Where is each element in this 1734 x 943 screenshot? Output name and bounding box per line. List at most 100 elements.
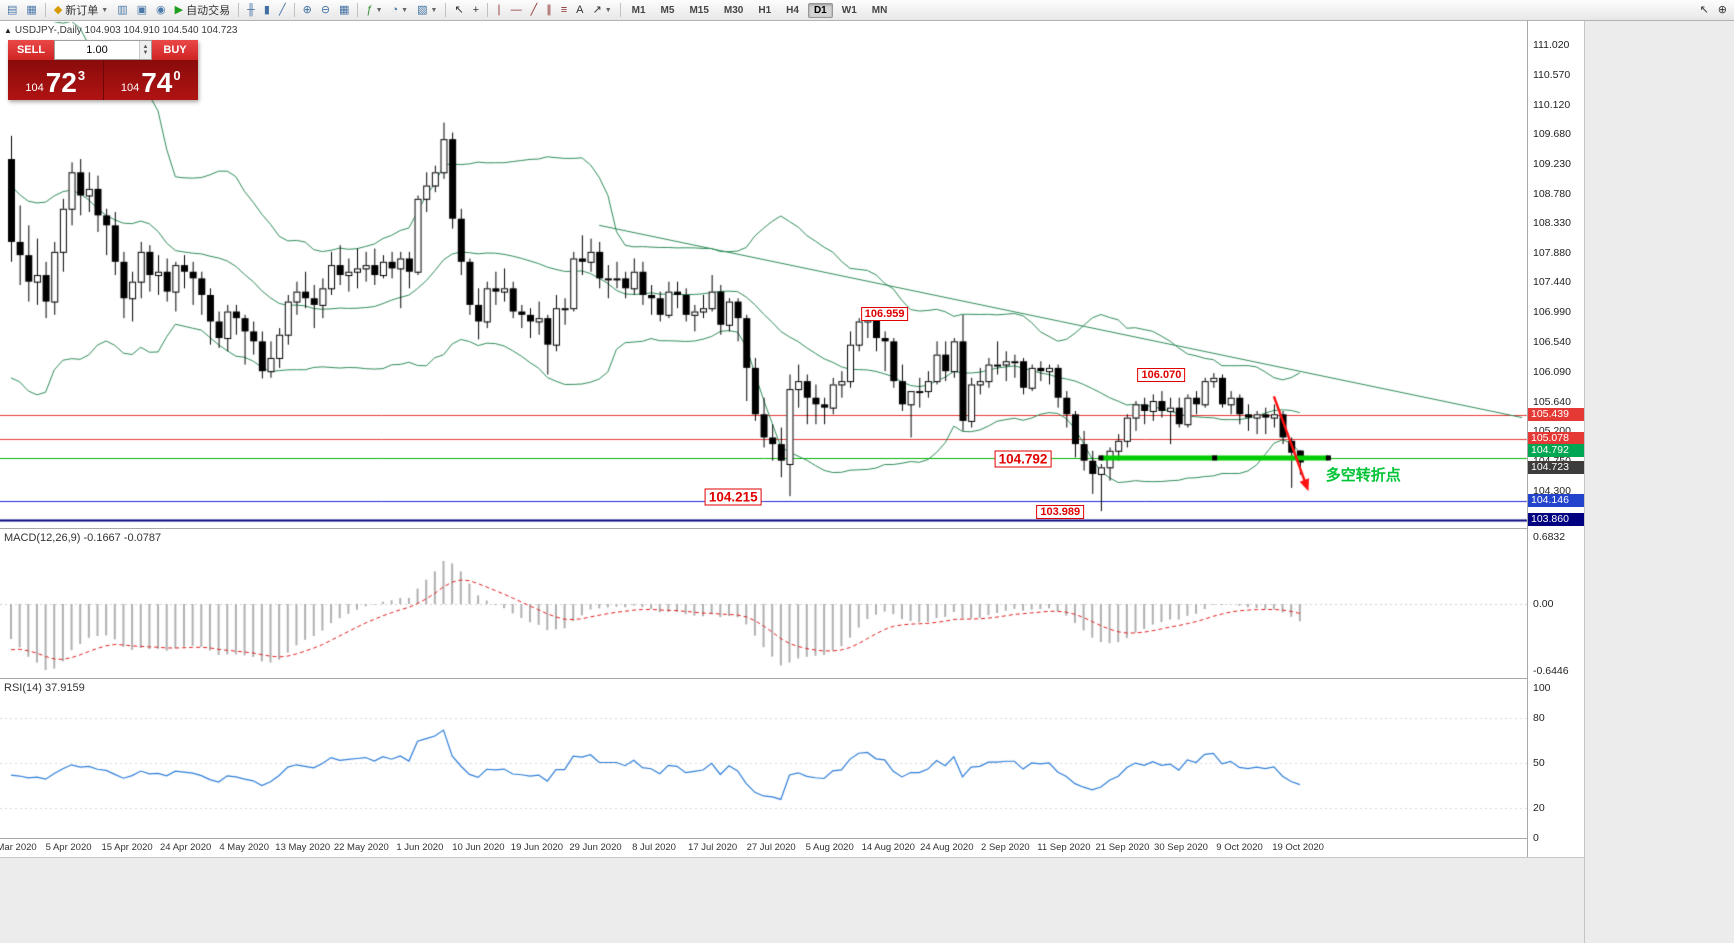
line-chart-icon[interactable]: ╱: [275, 1, 290, 20]
buy-button[interactable]: BUY: [152, 40, 198, 60]
date-label: 13 May 2020: [275, 842, 331, 853]
rsi-panel-splitter[interactable]: [0, 678, 1584, 679]
timeframe-m5[interactable]: M5: [660, 4, 675, 16]
timeframe-mn[interactable]: MN: [871, 4, 888, 16]
chart-window-icon: ▤: [7, 3, 18, 16]
date-label: 27 Jul 2020: [746, 842, 796, 853]
templates-icon: ▧: [417, 3, 428, 16]
navigator-icon[interactable]: ◉: [152, 1, 170, 20]
date-label: 15 Apr 2020: [101, 842, 153, 853]
toolbar-separator: [44, 3, 46, 17]
rsi-axis-label: 20: [1533, 802, 1545, 814]
rsi-axis-label: 0: [1533, 832, 1539, 844]
date-label: 14 Aug 2020: [861, 842, 915, 853]
price-axis-separator: [1527, 21, 1528, 857]
timeframe-m15[interactable]: M15: [689, 4, 709, 16]
dropdown-caret-icon: ▼: [401, 6, 409, 14]
tile-windows-icon: ▦: [339, 3, 350, 16]
periods-icon[interactable]: ◔ ▼: [388, 1, 413, 20]
timeframe-m1[interactable]: M1: [631, 4, 646, 16]
date-label: 26 Mar 2020: [0, 842, 37, 853]
auto-trading-icon: ▶: [174, 3, 184, 16]
spinner-down-icon[interactable]: ▼: [142, 50, 149, 56]
new-order-button[interactable]: ◆ 新订单 ▼: [50, 1, 112, 20]
data-window-icon: ▣: [136, 3, 148, 16]
trendline-icon[interactable]: ╱: [527, 1, 542, 20]
text-label-icon[interactable]: A: [572, 1, 587, 20]
timeframe-w1[interactable]: W1: [841, 4, 857, 16]
indicators-icon[interactable]: ƒ ▼: [362, 1, 386, 20]
zoom-out-icon[interactable]: ⊖: [317, 1, 334, 20]
time-axis[interactable]: 26 Mar 2020 5 Apr 2020 15 Apr 2020 24 Apr 2…: [0, 839, 1527, 857]
date-label: 8 Jul 2020: [632, 842, 676, 853]
zoom-in-icon[interactable]: ⊕: [299, 1, 316, 20]
price-axis-label: 109.680: [1533, 127, 1571, 140]
price-tag: 104.146: [1528, 493, 1584, 507]
date-label: 10 Jun 2020: [452, 842, 505, 853]
arrow-object-icon[interactable]: ↗ ▼: [588, 1, 615, 20]
line-chart-icon: ╱: [278, 3, 286, 16]
candlestick-chart-icon: ▮: [263, 3, 270, 16]
bar-chart-icon[interactable]: ╫: [243, 1, 259, 20]
date-label: 17 Jul 2020: [688, 842, 738, 853]
profiles-icon[interactable]: ▦: [22, 1, 40, 20]
timeframe-m30[interactable]: M30: [723, 4, 744, 16]
data-window-icon[interactable]: ▣: [133, 1, 151, 20]
cursor-icon[interactable]: ↖: [450, 1, 467, 20]
toolbar-separator: [293, 3, 295, 17]
toolbar-separator: [445, 3, 447, 17]
buy-price[interactable]: 104 74 0: [103, 60, 198, 100]
volume-input[interactable]: [55, 41, 139, 59]
toolbar-separator: [357, 3, 359, 17]
sell-price[interactable]: 104 72 3: [8, 60, 104, 100]
volume-field: ▲ ▼: [54, 40, 152, 60]
bottom-gutter: [0, 857, 1584, 943]
trendline-icon: ╱: [530, 3, 538, 16]
cursor-icon: ↖: [454, 3, 464, 16]
sell-button[interactable]: SELL: [8, 40, 54, 60]
timeframe-h1[interactable]: H1: [758, 4, 772, 16]
market-watch-icon[interactable]: ▥: [113, 1, 131, 20]
text-label-icon: A: [576, 3, 584, 16]
horizontal-line-icon[interactable]: ―: [507, 1, 526, 20]
channel-icon: ∥: [546, 3, 552, 16]
new-order-icon: ◆: [53, 3, 63, 16]
price-axis-label: 104.300: [1533, 484, 1571, 497]
fibonacci-icon: ≡: [560, 3, 568, 16]
price-axis[interactable]: 111.020 110.570 110.120 109.680 109.230 108.7…: [1528, 21, 1584, 857]
timeframe-d1[interactable]: D1: [807, 2, 833, 18]
macd-panel-splitter[interactable]: [0, 528, 1584, 529]
profiles-icon: ▦: [26, 3, 37, 16]
date-label: 22 May 2020: [333, 842, 389, 853]
fibonacci-icon[interactable]: ≡: [557, 1, 571, 20]
one-click-toggle-icon[interactable]: ▲: [4, 26, 12, 35]
macd-header: MACD(12,26,9) -0.1667 -0.0787: [4, 532, 162, 544]
window-pointer-icon[interactable]: ⊕: [1714, 1, 1731, 20]
timeframe-h4[interactable]: H4: [786, 4, 799, 16]
macd-axis-label: 0.6832: [1533, 531, 1566, 543]
zoom-in-icon: ⊕: [302, 3, 312, 16]
market-watch-icon: ▥: [117, 3, 128, 16]
crosshair-icon[interactable]: +: [469, 1, 483, 20]
auto-trading-button[interactable]: ▶ 自动交易: [171, 1, 234, 20]
price-axis-label: 106.540: [1533, 336, 1571, 349]
date-label: 24 Apr 2020: [160, 842, 212, 853]
indicators-icon: ƒ: [366, 3, 373, 16]
chart-window-icon[interactable]: ▤: [3, 1, 21, 20]
window-cursor-icon[interactable]: ↖: [1696, 1, 1713, 20]
bar-chart-icon: ╫: [247, 3, 255, 16]
zoom-out-icon: ⊖: [320, 3, 331, 16]
vertical-line-icon[interactable]: ∣: [492, 1, 506, 20]
price-axis-label: 106.990: [1533, 306, 1571, 319]
price-tag: 103.860: [1528, 512, 1584, 526]
volume-spinner[interactable]: ▲ ▼: [139, 41, 151, 59]
spinner-up-icon[interactable]: ▲: [142, 44, 149, 50]
price-tag: 105.439: [1528, 408, 1584, 422]
price-axis-label: 111.020: [1533, 39, 1570, 51]
tile-windows-icon[interactable]: ▦: [335, 1, 353, 20]
date-label: 5 Aug 2020: [805, 842, 854, 853]
candlestick-chart-icon[interactable]: ▮: [260, 1, 274, 20]
channel-icon[interactable]: ∥: [542, 1, 556, 20]
templates-icon[interactable]: ▧ ▼: [413, 1, 441, 20]
